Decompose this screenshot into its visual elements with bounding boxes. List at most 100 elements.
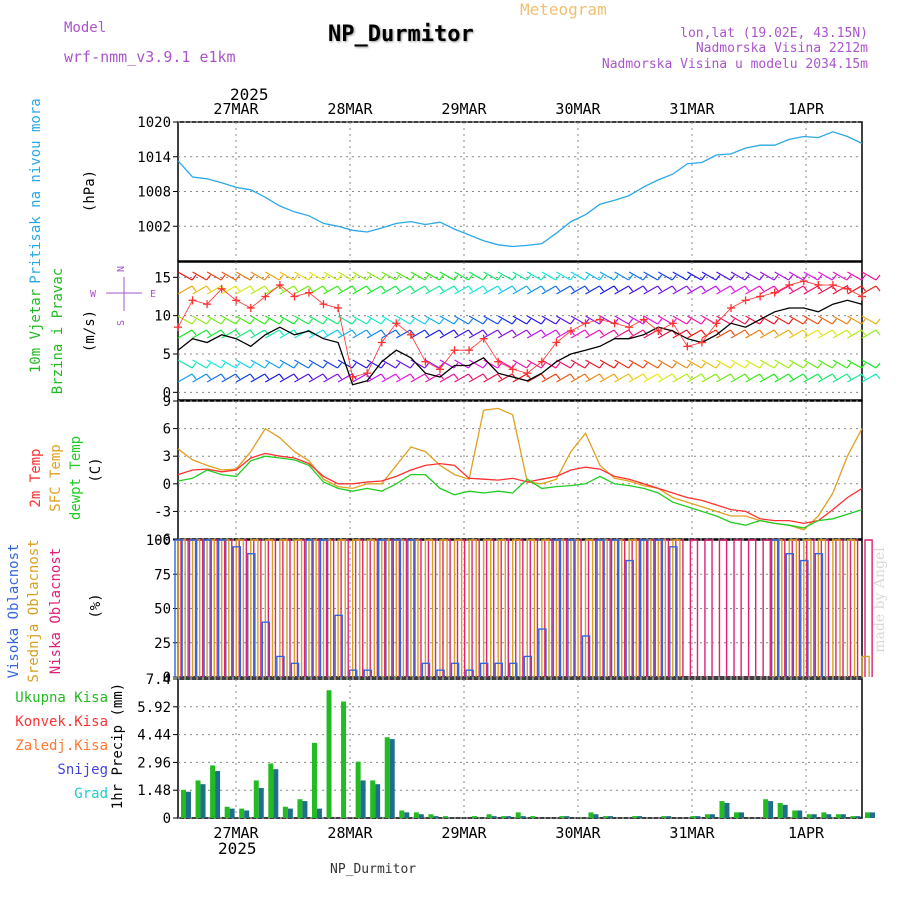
wind-barb [555,329,561,336]
wind-barb [293,318,299,325]
wind-barb [439,271,455,281]
precip-legend-item: Grad [74,786,108,802]
wind-barb [482,329,488,336]
wind-barb [323,271,338,281]
wind-barb [686,274,692,281]
wind-barb [278,373,284,380]
wind-barb [730,271,746,281]
wind-barb [511,318,517,325]
precip-bar-snow [637,816,643,818]
wind-barb [686,318,692,325]
wind-barb [512,315,528,325]
pressure-ytick-label: 1002 [137,219,171,235]
wind-barb [730,359,746,369]
precip-bar-snow [491,816,497,818]
wind-barb [657,285,673,295]
wind-barb [657,274,663,281]
wind-barb [672,285,688,295]
wind-barb [628,274,634,281]
footer-station: NP_Durmitor [330,862,417,877]
wind-barb [831,362,837,369]
precip-bar-total [850,816,856,818]
wind-barb [264,318,270,325]
cloud-bar-high [814,553,824,677]
wind-barb [657,362,663,369]
wind-barb [468,329,484,339]
wind-barb [468,373,484,383]
wind-barb [468,315,484,325]
wind-barb [642,373,648,380]
wind-barb [788,315,804,325]
wind-barb [381,271,397,281]
coords-label: lon,lat (19.02E, 43.15N) [680,26,868,41]
wind-barb [497,318,503,325]
wind-barb [716,329,731,339]
bottom-day-label: 31MAR [669,824,715,842]
wind-barb [235,329,251,339]
wind-barb [337,329,343,336]
wind-barb [191,274,197,281]
cloud-bar-high [232,546,242,677]
wind-barb [875,285,881,292]
wind-barb [584,274,590,281]
wind-barb [235,271,251,281]
wind-barb [832,271,848,281]
wind-barb [730,285,746,295]
temperature-line-dewpt [177,455,863,529]
cloud-bar-high [596,539,605,677]
wind-barb [438,329,444,336]
precip-bar-total [355,761,361,818]
wind-barb [250,359,266,369]
wind-barb [687,359,702,369]
bottom-day-label: 1APR [788,824,825,842]
wind-barb [818,271,833,281]
wind-barb [352,373,367,383]
cloud-bar-high [494,662,503,677]
wind-barb [570,359,586,369]
wind-barb [352,271,367,281]
precipitation-ytick-label: 4.44 [137,728,171,744]
wind-barb [351,362,357,369]
wind-barb [802,373,808,380]
wind-barb [818,285,833,295]
wind-barb [337,285,343,292]
wind-barb [643,285,658,295]
wind-barb [395,329,401,336]
wind-barb [221,373,236,383]
precip-ylabel: 1hr Precip (mm) [110,683,126,809]
wind-barb [352,315,367,325]
wind-barb [323,359,338,369]
precip-bar-total [792,810,798,818]
precip-bar-total [253,780,259,818]
wind-barb [759,315,775,325]
wind-barb [438,318,444,325]
wind-barb [410,271,426,281]
cloud-bar-mid [264,539,274,677]
wind-barb [308,315,324,325]
cloud-bar-mid [832,539,841,677]
cloud-bar-mid [846,539,856,677]
wind-barb [657,373,673,383]
bottom-day-label: 28MAR [327,824,373,842]
precip-bar-snow [564,816,570,818]
wind-barb [307,274,313,281]
cloud-bar-mid [482,539,492,677]
wind-barb [716,271,731,281]
wind-barb [788,318,794,325]
wind-barb [191,362,197,369]
wind-barb [759,329,765,336]
wind-barb [715,373,721,380]
wind-barb [759,362,765,369]
wind-barb [861,329,877,339]
wind-barb [700,318,706,325]
wind-barb [802,329,808,336]
wind-barb [759,274,765,281]
cloud-bar-high [436,669,445,677]
cloud-bar-high [363,669,373,677]
elevation-label: Nadmorska Visina 2212m [695,41,868,56]
wind-barb [569,318,575,325]
wind-barb [715,329,721,336]
wind-barb [308,359,324,369]
wind-barb [265,315,280,325]
wind-barb [221,285,236,295]
